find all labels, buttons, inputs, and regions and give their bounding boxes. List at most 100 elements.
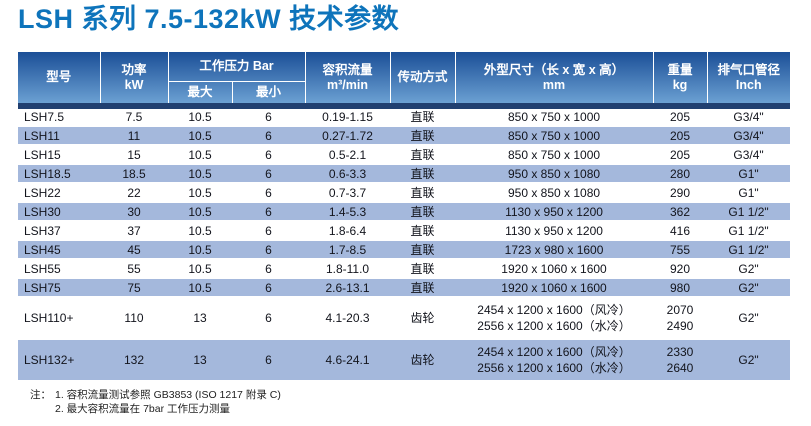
cell-dims: 1130 x 950 x 1200 [455,221,654,241]
cell-drive: 直联 [390,126,456,146]
cell-dims: 950 x 850 x 1080 [455,183,654,203]
cell-dims: 2454 x 1200 x 1600（风冷） 2556 x 1200 x 1600… [455,339,654,382]
cell-model: LSH30 [18,202,100,222]
cell-flow: 0.7-3.7 [305,183,391,203]
cell-dims: 1920 x 1060 x 1600 [455,259,654,279]
cell-model: LSH132+ [18,339,100,382]
cell-power: 11 [100,126,168,146]
cell-pmax: 13 [168,297,232,340]
cell-weight: 205 [653,126,708,146]
cell-drive: 直联 [390,221,456,241]
cell-power: 15 [100,145,168,165]
header-flow-label: 容积流量 [322,62,373,77]
header-pressure-max: 最大 [167,81,232,109]
cell-weight: 205 [653,106,708,127]
header-outlet-unit: Inch [735,77,762,92]
notes-list: 1. 容积流量测试参照 GB3853 (ISO 1217 附录 C) 2. 最大… [55,389,281,416]
cell-power: 7.5 [100,106,168,127]
cell-flow: 0.27-1.72 [305,126,391,146]
cell-weight: 920 [653,259,708,279]
table-row: LSH132+ 132 13 6 4.6-24.1 齿轮 2454 x 1200 x 160… [18,339,791,382]
cell-pmin: 6 [232,339,306,382]
cell-outlet: G1 1/2" [707,221,791,241]
table-row: LSH18.5 18.5 10.5 6 0.6-3.3 直联 950 x 850 x 108… [18,164,791,184]
table-header: 型号 功率 kW 工作压力 Bar 容积流量 m³/min 传动方式 外型尺寸（… [18,52,791,109]
cell-pmax: 13 [168,339,232,382]
cell-pmax: 10.5 [168,202,232,222]
cell-drive: 直联 [390,240,456,260]
cell-dims: 850 x 750 x 1000 [455,106,654,127]
header-power: 功率 kW [99,52,168,109]
cell-pmin: 6 [232,259,306,279]
cell-pmax: 10.5 [168,240,232,260]
cell-outlet: G3/4" [707,106,791,127]
cell-outlet: G1" [707,183,791,203]
cell-flow: 0.6-3.3 [305,164,391,184]
table-row: LSH75 75 10.5 6 2.6-13.1 直联 1920 x 1060 x 1600… [18,278,791,298]
cell-outlet: G1 1/2" [707,202,791,222]
cell-model: LSH110+ [18,297,100,340]
cell-weight: 205 [653,145,708,165]
cell-flow: 1.4-5.3 [305,202,391,222]
cell-model: LSH11 [18,126,100,146]
table-row: LSH45 45 10.5 6 1.7-8.5 直联 1723 x 980 x 1600 75… [18,240,791,260]
cell-pmin: 6 [232,145,306,165]
header-dimensions: 外型尺寸（长 x 宽 x 高） mm [454,52,654,109]
cell-pmax: 10.5 [168,278,232,298]
cell-outlet: G3/4" [707,126,791,146]
header-pressure-group: 工作压力 Bar [167,52,306,82]
cell-power: 55 [100,259,168,279]
table-row: LSH11 11 10.5 6 0.27-1.72 直联 850 x 750 x 1000 2… [18,126,791,146]
header-dimensions-unit: mm [542,77,566,92]
cell-dims: 1723 x 980 x 1600 [455,240,654,260]
cell-model: LSH7.5 [18,106,100,127]
cell-weight: 290 [653,183,708,203]
cell-weight: 755 [653,240,708,260]
cell-power: 75 [100,278,168,298]
header-outlet-label: 排气口管径 [717,62,781,77]
note-line-2: 2. 最大容积流量在 7bar 工作压力测量 [55,402,231,415]
cell-pmin: 6 [232,202,306,222]
cell-drive: 直联 [390,202,456,222]
cell-power: 45 [100,240,168,260]
notes: 注： 1. 容积流量测试参照 GB3853 (ISO 1217 附录 C) 2.… [30,389,811,416]
table-row: LSH37 37 10.5 6 1.8-6.4 直联 1130 x 950 x 1200 41… [18,221,791,241]
cell-outlet: G2" [707,259,791,279]
table-body: LSH7.5 7.5 10.5 6 0.19-1.15 直联 850 x 750 x 100… [18,106,791,382]
table-row: LSH15 15 10.5 6 0.5-2.1 直联 850 x 750 x 1000 205… [18,145,791,165]
cell-pmax: 10.5 [168,221,232,241]
header-flow-unit: m³/min [327,77,368,92]
cell-drive: 直联 [390,164,456,184]
cell-weight: 416 [653,221,708,241]
cell-model: LSH18.5 [18,164,100,184]
cell-flow: 4.6-24.1 [305,339,391,382]
cell-weight: 362 [653,202,708,222]
cell-pmin: 6 [232,240,306,260]
cell-flow: 1.7-8.5 [305,240,391,260]
cell-outlet: G1" [707,164,791,184]
cell-power: 110 [100,297,168,340]
notes-prefix: 注： [30,389,51,401]
cell-model: LSH75 [18,278,100,298]
table-row: LSH110+ 110 13 6 4.1-20.3 齿轮 2454 x 1200 x 160… [18,297,791,340]
cell-drive: 直联 [390,106,456,127]
cell-pmin: 6 [232,183,306,203]
header-outlet: 排气口管径 Inch [706,52,791,109]
header-power-unit: kW [124,77,144,92]
cell-power: 30 [100,202,168,222]
cell-outlet: G3/4" [707,145,791,165]
cell-model: LSH55 [18,259,100,279]
cell-outlet: G2" [707,297,791,340]
cell-pmax: 10.5 [168,164,232,184]
header-model: 型号 [18,52,100,109]
cell-drive: 直联 [390,145,456,165]
header-power-label: 功率 [121,62,147,77]
cell-weight: 2070 2490 [653,297,708,340]
header-weight: 重量 kg [652,52,708,109]
cell-outlet: G2" [707,339,791,382]
cell-weight: 280 [653,164,708,184]
cell-flow: 0.19-1.15 [305,106,391,127]
cell-pmin: 6 [232,278,306,298]
cell-pmax: 10.5 [168,259,232,279]
cell-pmin: 6 [232,297,306,340]
